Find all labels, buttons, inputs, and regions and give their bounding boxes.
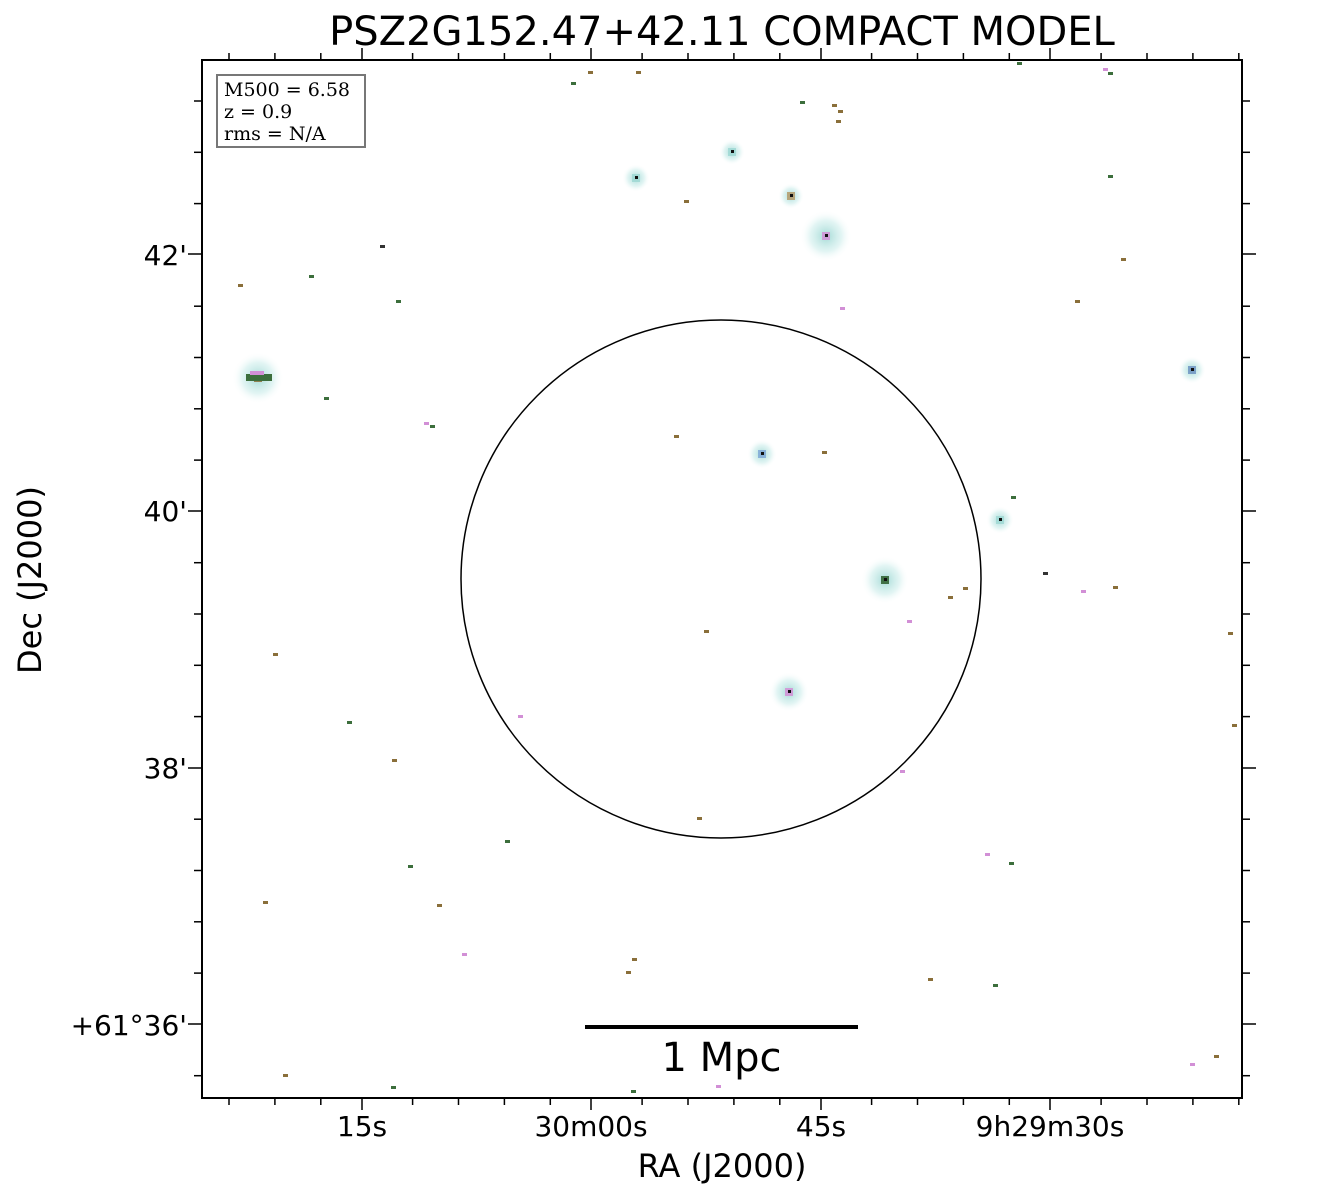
- source-peak: [788, 690, 791, 693]
- source-peak: [884, 578, 887, 581]
- point-sources-layer: [232, 139, 1206, 712]
- noise-pixel: [632, 958, 637, 961]
- noise-pixels-layer: [238, 62, 1237, 1093]
- noise-pixel: [836, 120, 841, 123]
- x-tick-label: 15s: [336, 1110, 388, 1143]
- noise-pixel: [1113, 586, 1118, 589]
- source-peak: [635, 176, 638, 179]
- y-tick-label: +61°36': [70, 1009, 187, 1042]
- noise-pixel: [1108, 175, 1113, 178]
- noise-pixel: [1081, 590, 1086, 593]
- y-axis-label: Dec (J2000): [11, 486, 49, 674]
- noise-pixel: [518, 715, 523, 718]
- noise-pixel: [437, 904, 442, 907]
- source-peak: [825, 234, 828, 237]
- source-peak: [790, 194, 793, 197]
- noise-pixel: [1075, 300, 1080, 303]
- noise-pixel: [238, 284, 243, 287]
- cluster-info-box: M500 = 6.58 z = 0.9 rms = N/A: [216, 74, 366, 148]
- noise-pixel: [1011, 496, 1016, 499]
- noise-pixel: [948, 596, 953, 599]
- y-tick-label: 40': [143, 495, 187, 528]
- noise-pixel: [309, 275, 314, 278]
- noise-pixel: [1103, 68, 1108, 71]
- noise-pixel: [838, 110, 843, 113]
- noise-pixel: [273, 653, 278, 656]
- noise-pixel: [1043, 572, 1048, 575]
- noise-pixel: [588, 71, 593, 74]
- noise-pixel: [716, 1085, 721, 1088]
- noise-pixel: [391, 1086, 396, 1089]
- noise-pixel: [907, 620, 912, 623]
- noise-pixel: [324, 397, 329, 400]
- figure-title: PSZ2G152.47+42.11 COMPACT MODEL: [329, 9, 1115, 55]
- extended-source-core: [250, 371, 264, 375]
- noise-pixel: [626, 971, 631, 974]
- noise-pixel: [430, 425, 435, 428]
- axis-ticks: [188, 48, 1256, 1110]
- noise-pixel: [684, 200, 689, 203]
- y-tick-label: 38': [143, 752, 187, 785]
- noise-pixel: [1228, 632, 1233, 635]
- noise-pixel: [392, 759, 397, 762]
- noise-pixel: [380, 245, 385, 248]
- noise-pixel: [396, 300, 401, 303]
- noise-pixel: [505, 840, 510, 843]
- source-peak: [999, 518, 1002, 521]
- source-peak: [1191, 368, 1194, 371]
- redshift-text: z = 0.9: [224, 101, 293, 123]
- noise-pixel: [1190, 1063, 1195, 1066]
- source-peak: [761, 452, 764, 455]
- noise-pixel: [840, 307, 845, 310]
- noise-pixel: [1232, 724, 1237, 727]
- source-peak: [731, 150, 734, 153]
- noise-pixel: [347, 721, 352, 724]
- x-axis-label: RA (J2000): [637, 1147, 807, 1185]
- noise-pixel: [900, 770, 905, 773]
- noise-pixel: [424, 422, 429, 425]
- x-tick-label: 45s: [795, 1110, 847, 1143]
- x-tick-label: 9h29m30s: [975, 1110, 1125, 1143]
- noise-pixel: [1214, 1055, 1219, 1058]
- y-tick-label: 42': [143, 239, 187, 272]
- noise-pixel: [800, 101, 805, 104]
- noise-pixel: [462, 953, 467, 956]
- noise-pixel: [263, 901, 268, 904]
- noise-pixel: [928, 978, 933, 981]
- x-tick-label: 30m00s: [534, 1110, 648, 1143]
- noise-pixel: [571, 82, 576, 85]
- noise-pixel: [283, 1074, 288, 1077]
- noise-pixel: [985, 853, 990, 856]
- mass-text: M500 = 6.58: [224, 79, 351, 101]
- plot-frame: [201, 59, 1243, 1099]
- noise-pixel: [822, 451, 827, 454]
- noise-pixel: [674, 435, 679, 438]
- r500-aperture-circle: [460, 319, 982, 839]
- noise-pixel: [704, 630, 709, 633]
- noise-pixel: [1121, 258, 1126, 261]
- noise-pixel: [631, 1090, 636, 1093]
- noise-pixel: [408, 865, 413, 868]
- noise-pixel: [1108, 72, 1113, 75]
- extended-source-core: [246, 374, 272, 381]
- noise-pixel: [1009, 862, 1014, 865]
- noise-pixel: [832, 104, 837, 107]
- scale-bar-label: 1 Mpc: [661, 1035, 782, 1081]
- noise-pixel: [963, 587, 968, 590]
- noise-pixel: [993, 984, 998, 987]
- rms-text: rms = N/A: [224, 123, 326, 145]
- noise-pixel: [1017, 62, 1022, 65]
- noise-pixel: [697, 817, 702, 820]
- noise-pixel: [636, 71, 641, 74]
